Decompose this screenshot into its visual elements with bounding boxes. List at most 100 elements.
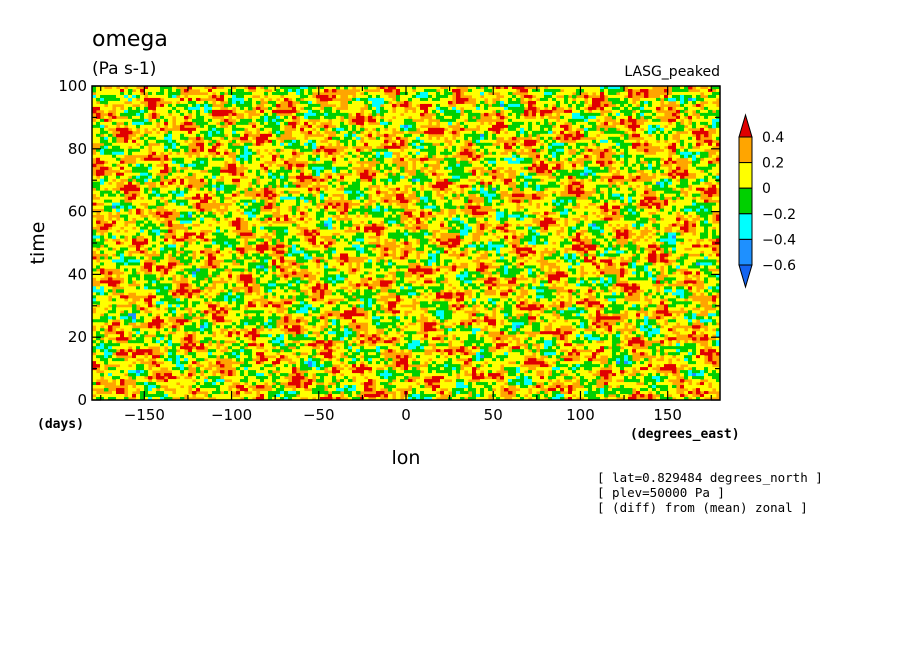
heatmap-cell [632, 121, 637, 126]
heatmap-cell [252, 178, 257, 183]
heatmap-cell [632, 127, 637, 132]
heatmap-cell [668, 94, 673, 99]
heatmap-cell [428, 187, 433, 192]
heatmap-cell [464, 169, 469, 174]
heatmap-cell [600, 205, 605, 210]
heatmap-cell [528, 118, 533, 123]
heatmap-cell [632, 163, 637, 168]
heatmap-cell [336, 181, 341, 186]
heatmap-cell [528, 208, 533, 212]
heatmap-cell [236, 178, 241, 183]
heatmap-cell [172, 86, 177, 90]
heatmap-cell [148, 109, 153, 114]
heatmap-cell [408, 88, 413, 93]
heatmap-cell [712, 163, 717, 168]
heatmap-cell [524, 208, 529, 212]
heatmap-cell [512, 106, 517, 111]
heatmap-cell [672, 184, 677, 189]
heatmap-cell [560, 124, 565, 129]
heatmap-cell [628, 91, 633, 96]
heatmap-cell [260, 124, 265, 129]
heatmap-cell [320, 166, 325, 171]
heatmap-cell [268, 103, 273, 108]
heatmap-cell [124, 187, 129, 192]
heatmap-cell [600, 199, 605, 204]
heatmap-cell [464, 175, 469, 180]
heatmap-cell [612, 139, 617, 144]
heatmap-cell [424, 178, 429, 183]
heatmap-cell [420, 196, 425, 201]
heatmap-cell [588, 172, 593, 177]
heatmap-cell [620, 208, 625, 212]
heatmap-cell [248, 142, 253, 147]
heatmap-cell [100, 100, 105, 105]
heatmap-cell [356, 187, 361, 192]
heatmap-cell [672, 163, 677, 168]
heatmap-cell [180, 97, 185, 102]
heatmap-cell [716, 166, 721, 171]
heatmap-cell [380, 97, 385, 102]
heatmap-cell [476, 205, 481, 210]
heatmap-cell [152, 157, 157, 162]
heatmap-cell [644, 190, 649, 195]
heatmap-cell [512, 86, 517, 90]
heatmap-cell [248, 187, 253, 192]
heatmap-cell [304, 88, 309, 93]
heatmap-cell [640, 181, 645, 186]
heatmap-cell [292, 91, 297, 96]
heatmap-cell [436, 139, 441, 144]
heatmap-cell [92, 205, 97, 210]
heatmap-cell [600, 127, 605, 132]
heatmap-cell [156, 127, 161, 132]
heatmap-cell [440, 88, 445, 93]
heatmap-cell [308, 100, 313, 105]
heatmap-cell [236, 160, 241, 165]
heatmap-cell [324, 112, 329, 117]
heatmap-cell [232, 193, 237, 198]
heatmap-cell [356, 127, 361, 132]
heatmap-cell [180, 175, 185, 180]
heatmap-cell [516, 94, 521, 99]
heatmap-cell [312, 205, 317, 210]
heatmap-cell [416, 172, 421, 177]
heatmap-cell [332, 112, 337, 117]
heatmap-cell [312, 199, 317, 204]
heatmap-cell [180, 202, 185, 207]
heatmap-cell [116, 205, 121, 210]
heatmap-cell [380, 127, 385, 132]
heatmap-cell [492, 145, 497, 150]
heatmap-cell [120, 160, 125, 165]
heatmap-cell [108, 196, 113, 201]
heatmap-cell [164, 160, 169, 165]
heatmap-cell [296, 130, 301, 135]
heatmap-cell [128, 163, 133, 168]
heatmap-cell [200, 118, 205, 123]
heatmap-cell [312, 214, 317, 218]
heatmap-cell [168, 205, 173, 210]
heatmap-cell [368, 205, 373, 210]
heatmap-cell [596, 175, 601, 180]
heatmap-cell [460, 193, 465, 198]
heatmap-cell [540, 112, 545, 117]
heatmap-cell [216, 124, 221, 129]
heatmap-cell [408, 205, 413, 210]
heatmap-cell [688, 196, 693, 201]
heatmap-cell [528, 178, 533, 183]
heatmap-cell [668, 178, 673, 183]
heatmap-cell [584, 154, 589, 159]
heatmap-cell [700, 214, 705, 218]
heatmap-cell [540, 154, 545, 159]
heatmap-cell [588, 163, 593, 168]
heatmap-cell [444, 133, 449, 138]
heatmap-cell [584, 169, 589, 174]
heatmap-cell [488, 154, 493, 159]
heatmap-cell [224, 145, 229, 150]
heatmap-cell [712, 142, 717, 147]
heatmap-cell [704, 118, 709, 123]
heatmap-cell [128, 94, 133, 99]
heatmap-cell [596, 202, 601, 207]
heatmap-cell [108, 163, 113, 168]
heatmap-cell [392, 121, 397, 126]
heatmap-cell [420, 163, 425, 168]
heatmap-cell [420, 211, 425, 215]
